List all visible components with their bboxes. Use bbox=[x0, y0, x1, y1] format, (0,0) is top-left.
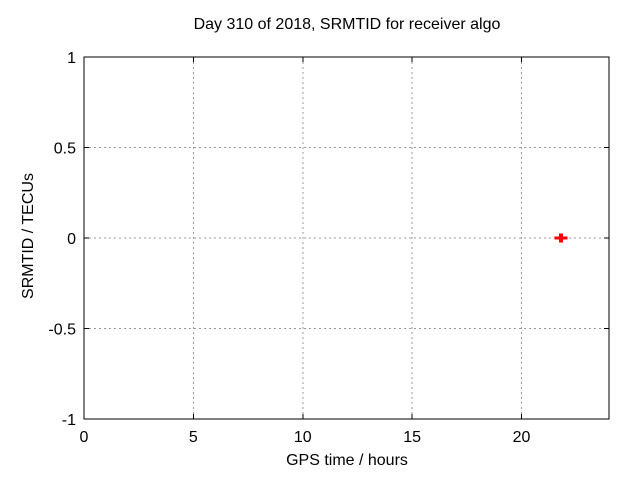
y-tick-label: 0 bbox=[67, 231, 76, 248]
x-tick-label: 5 bbox=[189, 429, 198, 446]
y-tick-label: -0.5 bbox=[48, 322, 76, 339]
x-tick-label: 0 bbox=[80, 429, 89, 446]
x-tick-label: 20 bbox=[513, 429, 531, 446]
y-tick-label: 0.5 bbox=[54, 141, 76, 158]
y-tick-label: -1 bbox=[62, 412, 76, 429]
x-tick-label: 15 bbox=[403, 429, 421, 446]
x-tick-label: 10 bbox=[294, 429, 312, 446]
y-tick-label: 1 bbox=[67, 50, 76, 67]
x-axis-label: GPS time / hours bbox=[286, 452, 408, 469]
data-point-marker bbox=[558, 233, 563, 243]
chart-title: Day 310 of 2018, SRMTID for receiver alg… bbox=[193, 16, 501, 33]
